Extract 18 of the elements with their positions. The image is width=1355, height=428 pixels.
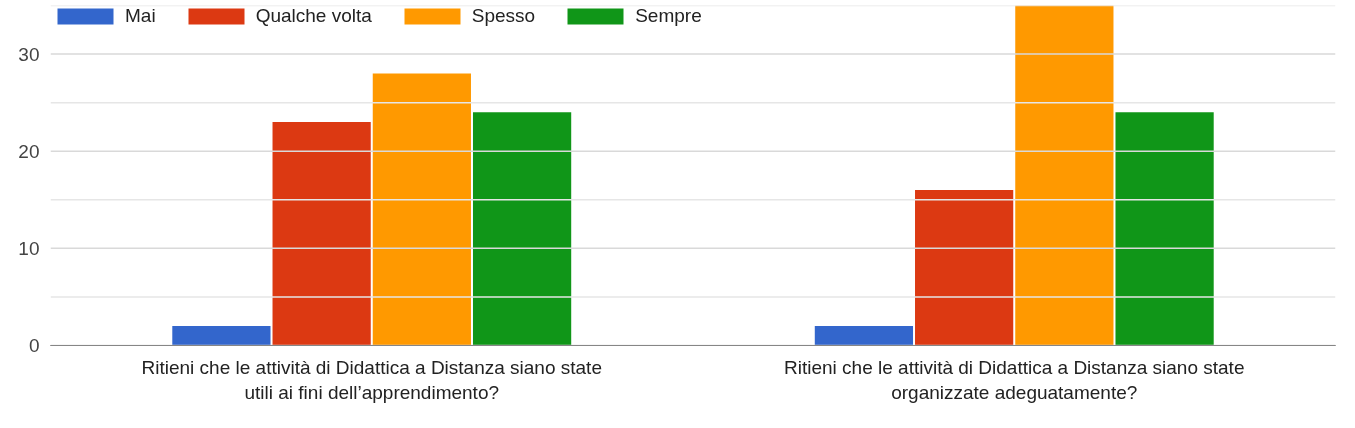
x-tick-label: Ritieni che le attività di Didattica a Distanza siano state utili ai fini dell’apprendimento? xyxy=(141,356,602,403)
bar xyxy=(1115,112,1214,346)
bar xyxy=(1015,5,1114,346)
x-tick-label: Ritieni che le attività di Didattica a Distanza siano state organizzate adeguatamente? xyxy=(784,356,1245,403)
y-tick-label: 30 xyxy=(18,43,40,65)
legend-label: Sempre xyxy=(635,5,702,27)
y-tick-label: 0 xyxy=(28,335,40,356)
bar xyxy=(814,326,914,346)
bar xyxy=(372,73,471,346)
bar xyxy=(915,190,1014,346)
bar xyxy=(472,112,572,346)
bar xyxy=(272,122,371,346)
legend-label: Spesso xyxy=(471,5,536,27)
legend-label: Qualche volta xyxy=(255,5,372,27)
y-tick-label: 20 xyxy=(18,140,40,162)
legend-label: Mai xyxy=(125,5,156,27)
bar xyxy=(172,326,271,346)
y-tick-label: 10 xyxy=(18,237,40,259)
